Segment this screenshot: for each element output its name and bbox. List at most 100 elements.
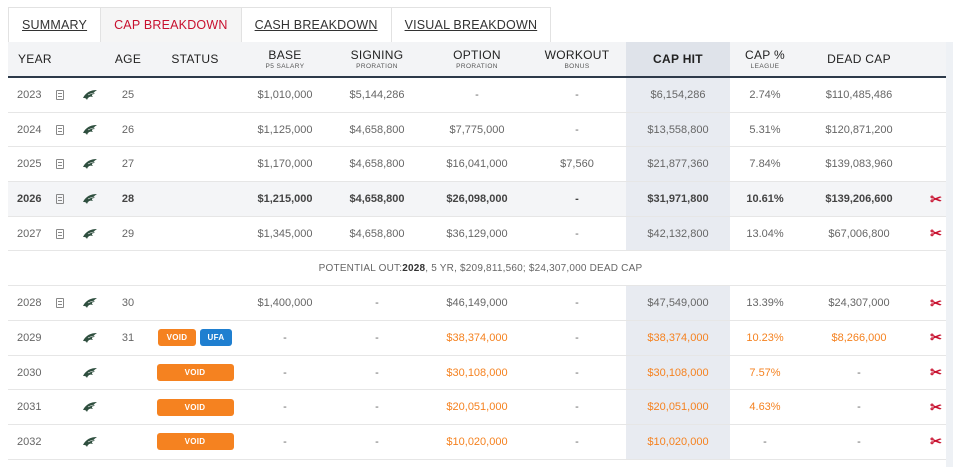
age-cell: 26: [121, 123, 135, 136]
void-badge: VOID: [156, 364, 234, 381]
workout-cell: $7,560: [560, 158, 594, 171]
header-age[interactable]: AGE: [114, 52, 142, 66]
age-cell: 27: [121, 158, 135, 171]
document-icon-shape: [56, 90, 64, 100]
cap-hit-column-bg: [626, 216, 730, 251]
option-cell: $10,020,000: [446, 435, 508, 448]
base-cell: -: [283, 401, 287, 414]
cap-hit-column-bg: [626, 390, 730, 424]
cap-pct-cell: 10.61%: [746, 193, 784, 206]
cap-hit-cell: $38,374,000: [647, 331, 709, 344]
document-icon[interactable]: [56, 78, 68, 112]
header-option[interactable]: OPTION PRORATION: [453, 48, 501, 70]
scissors-icon[interactable]: ✂: [930, 398, 942, 415]
age-cell: 31: [121, 331, 135, 344]
dead-cap-cell: $67,006,800: [828, 227, 890, 240]
table-row[interactable]: 2030 VOID - - $30,108,000 - $30,108,000 7.57% - ✂: [8, 355, 953, 391]
base-cell: -: [283, 331, 287, 344]
scissors-icon[interactable]: ✂: [930, 433, 942, 450]
workout-cell: -: [575, 435, 579, 448]
header-base[interactable]: BASE P5 SALARY: [265, 48, 305, 70]
age-cell: [106, 390, 150, 424]
cap-pct-cell: -: [763, 435, 767, 448]
cap-hit-column-bg: [626, 424, 730, 459]
document-icon-shape: [56, 194, 64, 205]
scissors-icon[interactable]: ✂: [930, 190, 942, 207]
base-cell: $1,215,000: [257, 193, 313, 206]
base-cell: $1,345,000: [257, 227, 313, 240]
cap-hit-cell: $47,549,000: [647, 297, 709, 310]
status-cell: VOID: [156, 356, 234, 390]
eagle-logo-icon: [82, 425, 100, 459]
scissors-icon[interactable]: ✂: [930, 294, 942, 311]
year-cell: 2026: [17, 193, 42, 206]
document-icon[interactable]: [56, 286, 68, 320]
option-cell: $16,041,000: [446, 158, 508, 171]
base-cell: $1,125,000: [257, 123, 313, 136]
table-row[interactable]: 2025 27 $1,170,000 $4,658,800 $16,041,000 $7,…: [8, 147, 953, 183]
table-row[interactable]: 2026 28 $1,215,000 $4,658,800 $26,098,000 - $3…: [8, 182, 953, 217]
potential-out-rest: , 5 YR, $209,811,560; $24,307,000 DEAD C…: [425, 262, 643, 274]
table-row[interactable]: 2027 29 $1,345,000 $4,658,800 $36,129,000 - $4…: [8, 216, 953, 252]
cap-hit-cell: $20,051,000: [647, 401, 709, 414]
header-dead-cap[interactable]: DEAD CAP: [827, 52, 891, 66]
scissors-icon[interactable]: ✂: [930, 225, 942, 242]
status-cell: VOID: [156, 390, 234, 424]
header-cap-pct[interactable]: CAP % LEAGUE: [745, 48, 785, 70]
cap-hit-cell: $42,132,800: [647, 227, 709, 240]
tab-visual-breakdown[interactable]: VISUAL BREAKDOWN: [391, 7, 552, 42]
eagle-logo-icon: [82, 78, 100, 112]
dead-cap-cell: $24,307,000: [828, 297, 890, 310]
signing-cell: -: [375, 331, 379, 344]
table-row[interactable]: 2023 25 $1,010,000 $5,144,286 - - $6,154,286 2.…: [8, 78, 953, 113]
cap-pct-cell: 10.23%: [746, 331, 784, 344]
eagle-logo-icon: [82, 182, 100, 216]
dead-cap-cell: $110,485,486: [825, 89, 893, 101]
void-badge: VOID: [156, 398, 234, 416]
header-year[interactable]: YEAR: [18, 52, 52, 66]
table-row[interactable]: 2031 VOID - - $20,051,000 - $20,051,000 4.63% - ✂: [8, 390, 953, 425]
signing-cell: -: [375, 366, 379, 379]
age-cell: [106, 425, 150, 459]
document-icon[interactable]: [56, 147, 68, 181]
table-row[interactable]: 2029 31 VOID UFA - - $38,374,000 - $38,374,000 10…: [8, 320, 953, 356]
table-row[interactable]: 2028 30 $1,400,000 - $46,149,000 - $47,549,000…: [8, 286, 953, 321]
cap-hit-column-bg: [626, 147, 730, 182]
table-row[interactable]: 2032 VOID - - $10,020,000 - $10,020,000 - - ✂: [8, 424, 953, 460]
signing-cell: $4,658,800: [349, 158, 405, 171]
scrollbar[interactable]: [946, 42, 953, 467]
workout-cell: -: [575, 227, 579, 240]
eagle-logo-icon: [82, 390, 100, 424]
scissors-icon[interactable]: ✂: [930, 364, 942, 380]
workout-cell: -: [575, 331, 579, 344]
cap-breakdown-table: YEAR AGE STATUS BASE P5 SALARY SIGNING PRO…: [8, 42, 953, 460]
header-signing[interactable]: SIGNING PRORATION: [350, 48, 404, 70]
cap-pct-cell: 13.39%: [746, 297, 784, 310]
option-cell: $46,149,000: [446, 297, 508, 310]
eagle-logo-icon: [82, 217, 100, 251]
header-status[interactable]: STATUS: [171, 52, 219, 66]
dead-cap-cell: $139,206,600: [825, 193, 893, 206]
tab-summary[interactable]: SUMMARY: [8, 7, 102, 42]
cap-pct-cell: 7.84%: [749, 158, 781, 171]
base-cell: -: [283, 366, 287, 379]
document-icon[interactable]: [56, 217, 68, 251]
option-cell: $26,098,000: [446, 193, 508, 206]
year-cell: 2024: [17, 123, 42, 136]
document-icon[interactable]: [56, 113, 68, 147]
eagle-logo-icon: [82, 147, 100, 181]
table-row[interactable]: 2024 26 $1,125,000 $4,658,800 $7,775,000 - $13…: [8, 112, 953, 148]
scissors-icon[interactable]: ✂: [930, 329, 942, 346]
workout-cell: -: [575, 401, 579, 414]
year-cell: 2031: [17, 401, 42, 414]
cap-hit-column-bg: [626, 320, 730, 355]
tab-cap-breakdown[interactable]: CAP BREAKDOWN: [101, 7, 242, 42]
header-workout[interactable]: WORKOUT BONUS: [544, 48, 610, 70]
age-cell: [106, 356, 150, 390]
document-icon[interactable]: [56, 182, 68, 216]
header-cap-hit[interactable]: CAP HIT: [653, 52, 703, 66]
eagle-logo-icon: [82, 113, 100, 147]
tab-cash-breakdown[interactable]: CASH BREAKDOWN: [241, 7, 392, 42]
base-cell: $1,170,000: [257, 158, 313, 171]
option-cell: -: [475, 89, 479, 101]
